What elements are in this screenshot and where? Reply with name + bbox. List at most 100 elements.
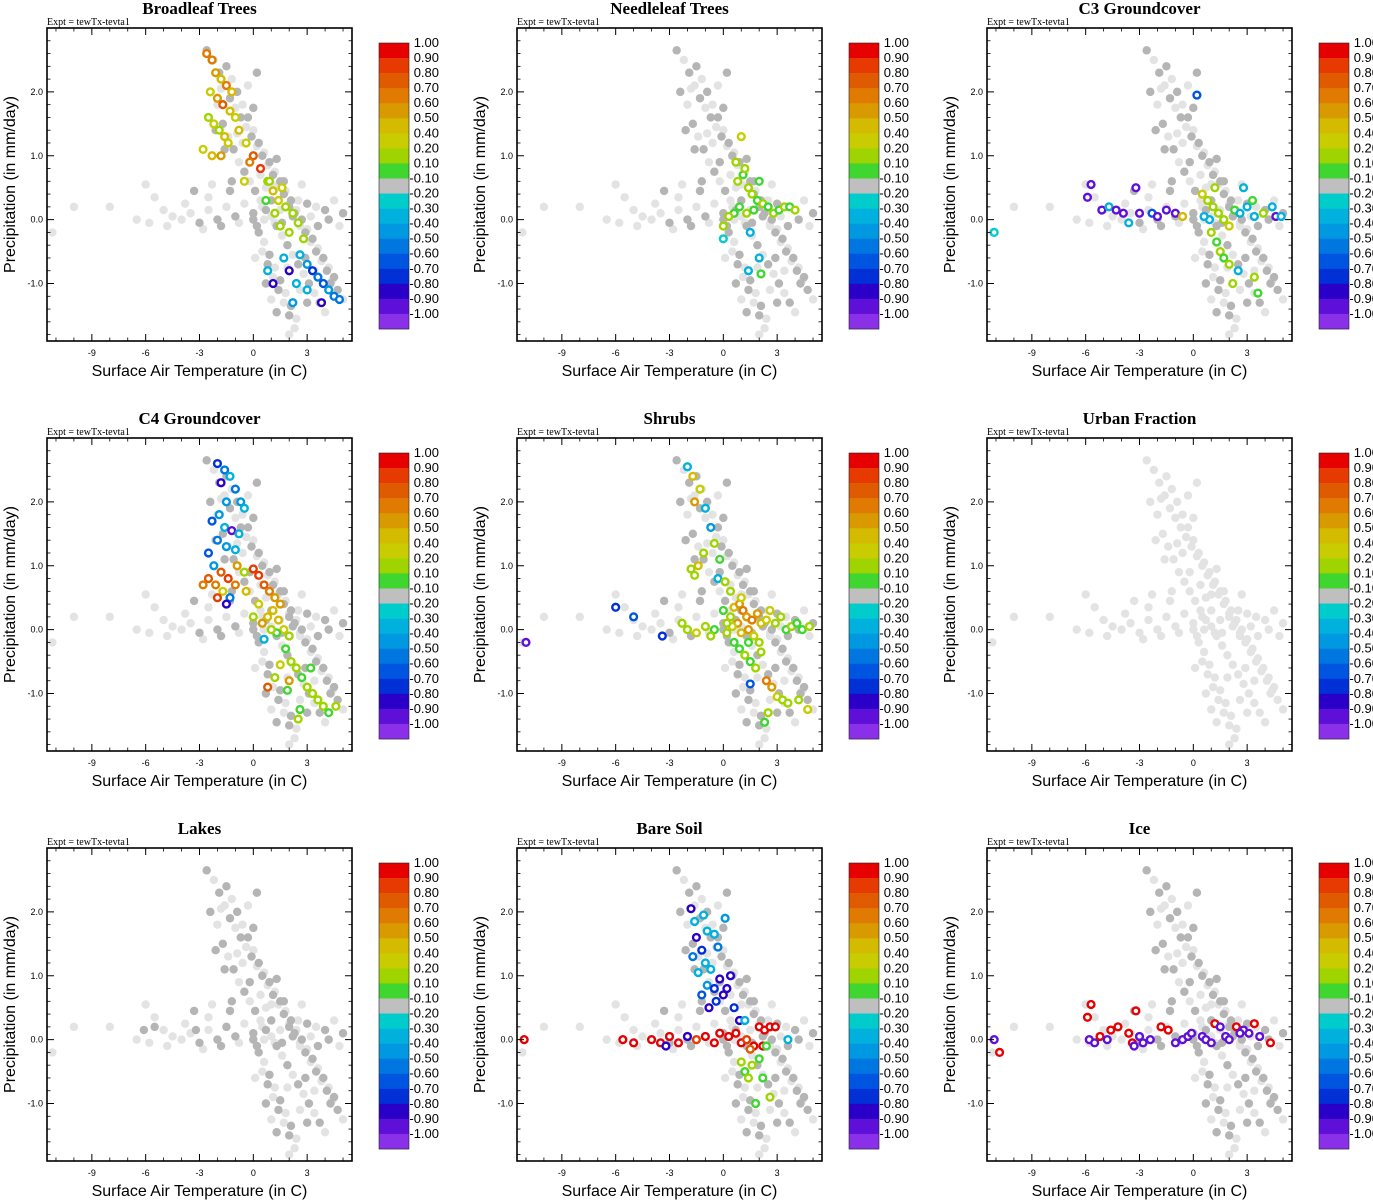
background-point [1185, 997, 1194, 1006]
background-point [1260, 308, 1270, 317]
colorbar-segment [1319, 573, 1349, 589]
neutral-point [720, 596, 730, 606]
colorbar-segment [379, 483, 409, 499]
background-point [1045, 1022, 1054, 1032]
background-point [1108, 622, 1117, 631]
background-point [1099, 615, 1108, 625]
colorbar-label: 0.50 [1354, 930, 1373, 945]
neutral-point [195, 1038, 204, 1048]
background-point [335, 1041, 344, 1051]
colorbar-segment [1319, 558, 1349, 574]
neutral-point [1146, 87, 1155, 97]
background-point [249, 536, 258, 545]
points-layer [518, 46, 818, 339]
data-point [298, 234, 309, 244]
background-point [159, 615, 168, 625]
background-point [290, 1144, 299, 1153]
data-point [725, 586, 736, 596]
background-point [1126, 209, 1135, 218]
neutral-point [1142, 46, 1151, 55]
neutral-point [329, 272, 339, 282]
background-point [295, 1105, 305, 1115]
colorbar-segment [379, 498, 409, 514]
y-tick-label: 0.0 [30, 1035, 43, 1045]
data-point [677, 618, 687, 628]
data-point [1206, 227, 1216, 238]
background-point [1217, 641, 1227, 650]
background-point [1232, 615, 1241, 625]
colorbar-segment [1319, 1133, 1349, 1150]
data-point [1224, 221, 1234, 231]
data-point [754, 176, 764, 186]
background-point [258, 657, 267, 666]
points-layer [988, 46, 1288, 339]
neutral-point [688, 529, 698, 539]
plot-frame [516, 27, 823, 342]
neutral-point [720, 186, 730, 196]
background-point [1210, 1083, 1220, 1092]
neutral-point [742, 1128, 751, 1137]
background-point [1250, 698, 1259, 708]
data-point [745, 227, 755, 238]
neutral-point [215, 888, 224, 897]
colorbar-segment [1319, 1013, 1349, 1029]
y-tick-label: 0.0 [500, 625, 513, 635]
background-point [755, 740, 764, 749]
background-point [1207, 1115, 1216, 1124]
neutral-point [1226, 301, 1236, 311]
background-point [620, 603, 629, 612]
background-point [1225, 330, 1234, 339]
background-point [674, 205, 683, 215]
colorbar-label: 1.00 [884, 35, 909, 50]
colorbar-label: 0.20 [414, 140, 439, 155]
colorbar-label: 0.50 [884, 930, 909, 945]
neutral-point [699, 145, 708, 154]
background-point [1205, 567, 1214, 577]
background-point [668, 1045, 678, 1054]
neutral-point [719, 103, 728, 113]
neutral-point [1233, 1080, 1243, 1089]
background-point [234, 1038, 244, 1048]
background-point [711, 122, 721, 132]
data-point [770, 1022, 780, 1032]
colorbar-segment [379, 268, 409, 285]
background-point [168, 622, 177, 631]
y-tick-label: 1.0 [30, 151, 43, 161]
colorbar-label: 0.70 [1354, 80, 1373, 95]
data-point [761, 615, 771, 625]
colorbar-label: 0.40 [1354, 945, 1373, 960]
background-point [1135, 628, 1144, 638]
neutral-point [1233, 260, 1243, 269]
background-point [141, 1000, 150, 1009]
background-point [240, 199, 249, 208]
neutral-point [195, 628, 204, 638]
x-tick-label: 0 [251, 348, 256, 358]
background-point [1244, 689, 1254, 698]
background-point [250, 663, 260, 673]
neutral-point [338, 619, 348, 628]
background-point [650, 1019, 660, 1028]
colorbar-segment [379, 238, 409, 255]
background-point [1190, 663, 1200, 673]
background-point [1174, 977, 1184, 987]
neutral-point [195, 218, 204, 228]
y-tick-label: 0.0 [970, 1035, 983, 1045]
y-tick-label: 2.0 [30, 497, 43, 507]
background-point [1138, 225, 1148, 234]
neutral-point [1225, 1022, 1234, 1032]
background-point [1117, 1035, 1126, 1044]
data-point [690, 570, 700, 580]
neutral-point [1189, 215, 1198, 224]
background-point [719, 536, 728, 545]
data-point [682, 625, 693, 635]
data-point [797, 625, 807, 635]
background-point [329, 196, 339, 205]
background-point [720, 253, 730, 263]
data-point [691, 932, 702, 943]
colorbar-label: -1.00 [1349, 716, 1373, 731]
neutral-point [293, 260, 303, 269]
neutral-point [288, 622, 297, 631]
colorbar-segment [1319, 908, 1349, 924]
background-point [1235, 1041, 1245, 1051]
